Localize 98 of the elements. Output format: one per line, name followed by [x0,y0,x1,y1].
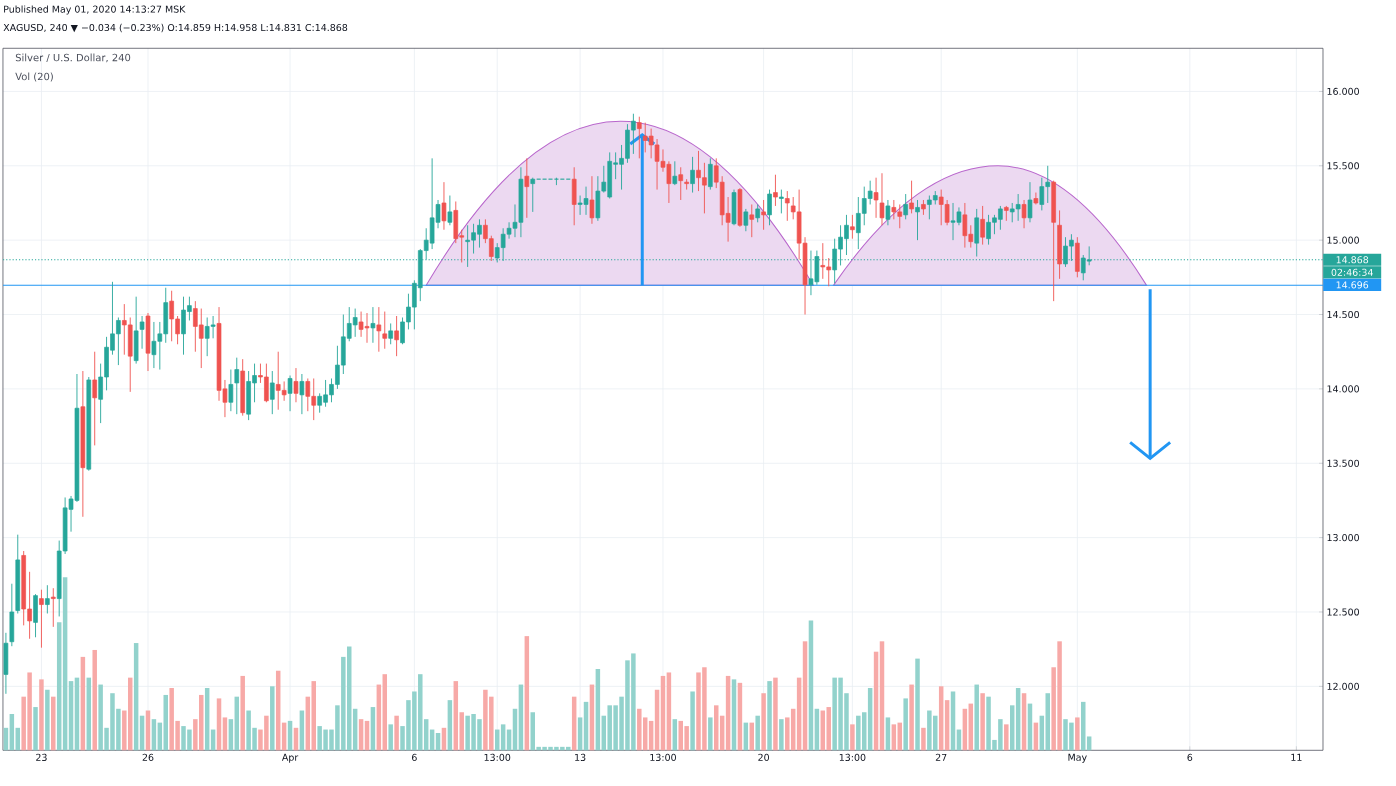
candlestick [879,172,885,226]
bar [270,686,275,751]
candlestick [269,370,275,415]
y-tick-label: 13.000 [1327,534,1359,542]
bar [51,696,56,751]
candlestick [885,199,891,226]
x-tick-label: Apr [281,753,299,763]
bar [1004,724,1009,751]
bar [767,681,772,751]
bar [903,698,908,751]
x-tick-label: May [1068,753,1087,763]
text: Vol (20) [15,72,53,82]
y-tick-label: 12.500 [1327,608,1359,616]
bar [33,707,38,751]
text: 02:46:34 [1331,268,1373,276]
y-tick-label: 14.000 [1327,385,1359,393]
y-tick-label: 15.500 [1327,162,1359,170]
candlestick [915,199,920,241]
candlestick [45,584,50,614]
candlestick [293,367,299,403]
candlestick [394,315,399,357]
bar [394,715,399,751]
x-tick-label: 6 [412,753,417,761]
bar [974,684,979,751]
bar [45,689,50,751]
candlestick [779,189,784,214]
bar [388,724,393,751]
bar [773,677,778,751]
candlestick [743,208,749,232]
bar [92,649,97,751]
candlestick [761,199,766,231]
bar [708,717,713,751]
bar [980,693,985,751]
candlestick [1033,192,1039,205]
candlestick [690,156,695,194]
candlestick [234,357,240,415]
candlestick [299,373,305,415]
candlestick [767,189,772,226]
x-tick-label: 26 [142,753,154,761]
bar [1075,717,1080,751]
bar [779,719,784,751]
candlestick [287,375,293,412]
candlestick [773,174,778,207]
bar [850,724,855,751]
candlestick [1021,199,1027,229]
candlestick [382,311,388,350]
x-tick-label: 6 [1187,753,1193,761]
chart-title: Silver / U.S. Dollar, 240 [15,53,131,63]
x-tick-label: 11 [1291,753,1302,761]
candlestick [749,204,755,238]
bar [909,684,914,751]
candlestick [672,160,678,186]
candlestick [530,177,536,213]
text: Published May 01, 2020 14:13:27 MSK [4,5,186,15]
y-tick-label: 15.000 [1327,236,1359,244]
x-tick-label: 13:00 [484,753,511,761]
bar [240,675,245,751]
candlestick [92,351,98,446]
candlestick [784,190,790,222]
x-tick-label: 20 [758,753,769,761]
x-tick-label: 23 [36,753,47,761]
bar [755,715,760,751]
candlestick [370,306,376,344]
candlestick [376,306,382,353]
bar [39,679,44,751]
candlestick [909,180,914,214]
candlestick [50,587,56,628]
candlestick [524,157,530,219]
candlestick [637,116,642,159]
x-tick-label: 27 [935,753,947,761]
text: XAGUSD, 240 ▼ −0.034 (−0.23%) O:14.859 H:14.958 L:14.831 C:14.868 [3,23,348,33]
ref-line-label: 14.868 [1336,256,1369,264]
x-tick-label: 13:00 [839,753,866,761]
bar [915,658,920,751]
candlestick [850,214,855,240]
y-tick-label: 14.500 [1327,310,1359,319]
candlestick [873,177,879,219]
y-tick-label: 12.000 [1327,682,1359,690]
candlestick [388,323,393,345]
candlestick [678,166,684,201]
x-tick-label: 13:00 [650,753,676,761]
candlestick [980,205,985,246]
candlestick [228,369,234,412]
candlestick [441,181,447,231]
x-tick-label: 13 [575,753,586,761]
candlestick [589,175,595,225]
candlestick [708,157,713,191]
candlestick [903,193,908,220]
candlestick [39,589,44,649]
y-tick-label: 13.500 [1327,459,1359,467]
bar [690,691,695,751]
bar [921,727,926,751]
ref-line-label: 14.696 [1336,281,1369,289]
y-tick-label: 16.000 [1327,87,1359,96]
bar [761,693,766,751]
candlestick [447,195,453,226]
candlestick [1027,181,1033,223]
candlestick [139,315,145,350]
